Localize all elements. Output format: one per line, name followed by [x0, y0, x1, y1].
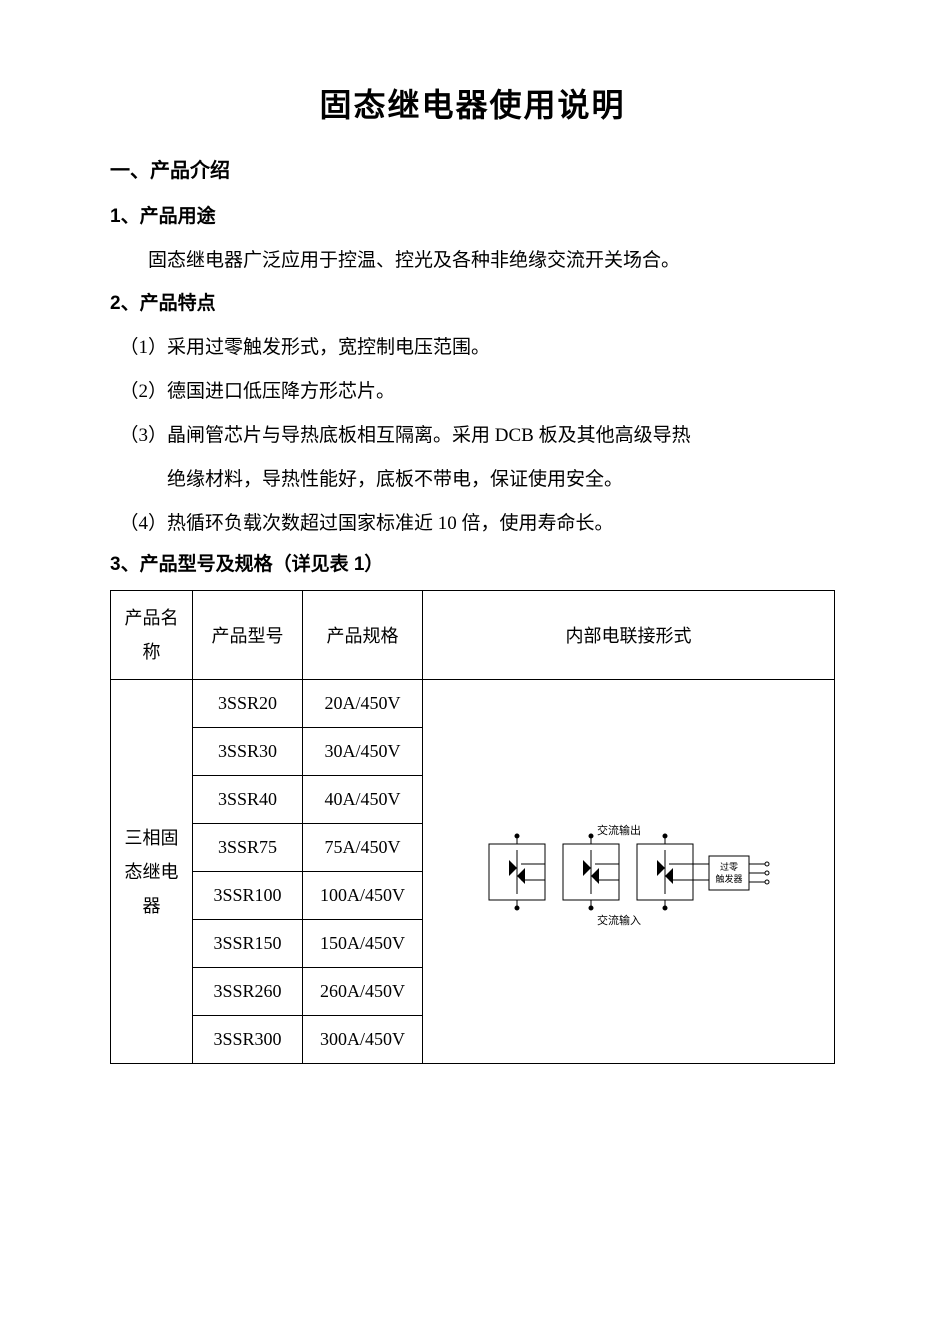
- td-model: 3SSR150: [193, 920, 303, 968]
- td-model: 3SSR260: [193, 968, 303, 1016]
- td-spec: 300A/450V: [303, 1016, 423, 1064]
- diagram-label-bottom: 交流输入: [597, 913, 641, 927]
- subsection-1-2-heading: 2、产品特点: [110, 288, 835, 315]
- td-category: 三相固态继电器: [111, 680, 193, 1064]
- td-spec: 75A/450V: [303, 824, 423, 872]
- td-spec: 40A/450V: [303, 776, 423, 824]
- td-model: 3SSR30: [193, 728, 303, 776]
- triac-module-2: [563, 834, 619, 910]
- td-spec: 20A/450V: [303, 680, 423, 728]
- feature-item-1: （1）采用过零触发形式，宽控制电压范围。: [110, 329, 835, 367]
- feature-item-4: （4）热循环负载次数超过国家标准近 10 倍，使用寿命长。: [110, 505, 835, 543]
- td-model: 3SSR300: [193, 1016, 303, 1064]
- diagram-label-top: 交流输出: [597, 823, 641, 837]
- spec-table: 产品名称 产品型号 产品规格 内部电联接形式 三相固态继电器 3SSR20 20…: [110, 590, 835, 1064]
- td-spec: 150A/450V: [303, 920, 423, 968]
- circuit-diagram-icon: 交流输出: [469, 772, 789, 972]
- subsection-1-3-heading: 3、产品型号及规格（详见表 1）: [110, 549, 835, 576]
- th-product-name: 产品名称: [111, 591, 193, 680]
- td-model: 3SSR100: [193, 872, 303, 920]
- td-model: 3SSR75: [193, 824, 303, 872]
- table-row: 三相固态继电器 3SSR20 20A/450V 交流输出: [111, 680, 835, 728]
- subsection-1-1-heading: 1、产品用途: [110, 201, 835, 228]
- th-product-model: 产品型号: [193, 591, 303, 680]
- diagram-label-right-1: 过零: [719, 861, 737, 872]
- td-circuit-diagram: 交流输出: [423, 680, 835, 1064]
- table-header-row: 产品名称 产品型号 产品规格 内部电联接形式: [111, 591, 835, 680]
- triac-module-1: [489, 834, 545, 910]
- diagram-label-right-2: 触发器: [715, 873, 742, 884]
- section-1-heading: 一、产品介绍: [110, 154, 835, 183]
- td-spec: 260A/450V: [303, 968, 423, 1016]
- td-spec: 30A/450V: [303, 728, 423, 776]
- td-spec: 100A/450V: [303, 872, 423, 920]
- td-model: 3SSR40: [193, 776, 303, 824]
- feature-item-3b: 绝缘材料，导热性能好，底板不带电，保证使用安全。: [110, 461, 835, 499]
- th-product-spec: 产品规格: [303, 591, 423, 680]
- document-title: 固态继电器使用说明: [110, 80, 835, 126]
- feature-item-3a: （3）晶闸管芯片与导热底板相互隔离。采用 DCB 板及其他高级导热: [110, 417, 835, 455]
- td-model: 3SSR20: [193, 680, 303, 728]
- subsection-1-1-text: 固态继电器广泛应用于控温、控光及各种非绝缘交流开关场合。: [110, 242, 835, 280]
- th-connection: 内部电联接形式: [423, 591, 835, 680]
- feature-item-2: （2）德国进口低压降方形芯片。: [110, 373, 835, 411]
- triac-module-3: [637, 834, 709, 910]
